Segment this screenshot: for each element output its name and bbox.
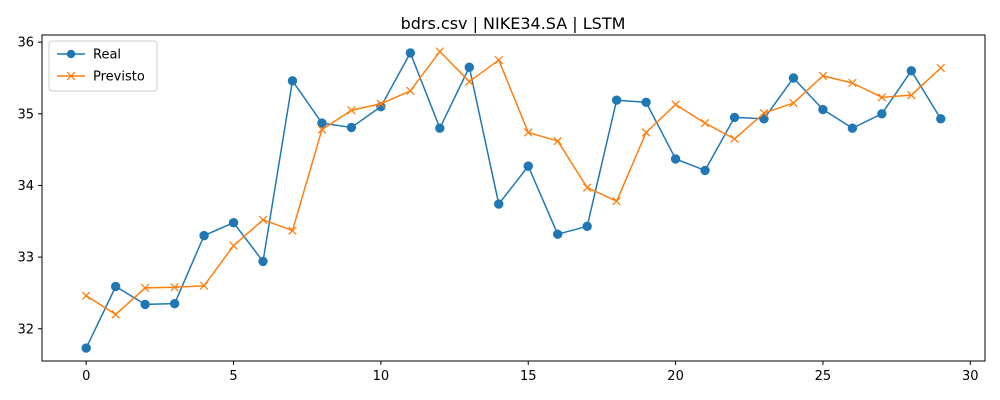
- data-point: [906, 66, 917, 76]
- data-point: [788, 73, 799, 83]
- y-tick-label: 33: [17, 251, 34, 266]
- axes-layer: 0 5 10 15 20 25 30 32 33 34 35 36: [17, 34, 986, 384]
- data-point: [376, 99, 386, 109]
- data-point: [641, 128, 651, 137]
- plot-frame: [41, 34, 986, 362]
- data-point: [81, 343, 91, 353]
- data-point: [641, 97, 651, 108]
- series-line-real: [85, 52, 942, 349]
- x-tick-label: 5: [229, 369, 237, 384]
- data-point: [553, 229, 563, 239]
- data-point: [494, 55, 504, 65]
- legend-marker: [66, 71, 76, 81]
- data-point: [789, 98, 798, 108]
- data-point: [582, 221, 592, 232]
- x-tick-label: 10: [373, 369, 390, 384]
- data-point: [111, 310, 120, 319]
- legend-item: Previsto: [57, 70, 145, 85]
- x-tick-label: 25: [815, 369, 832, 384]
- series-layer: [81, 47, 946, 353]
- data-point: [81, 291, 91, 301]
- data-point: [670, 154, 681, 164]
- data-point: [759, 108, 769, 118]
- y-tick-label: 35: [17, 107, 34, 122]
- data-point: [464, 62, 474, 72]
- data-point: [199, 230, 209, 241]
- data-point: [730, 134, 739, 144]
- data-point: [169, 298, 180, 309]
- legend-label: Previsto: [93, 70, 145, 85]
- legend-marker: [66, 49, 76, 59]
- x-tick-label: 30: [962, 369, 979, 384]
- data-point: [759, 114, 769, 124]
- y-tick-label: 32: [17, 322, 34, 337]
- data-point: [406, 86, 415, 96]
- data-point: [553, 136, 562, 146]
- chart-title: bdrs.csv | NIKE34.SA | LSTM: [401, 14, 626, 33]
- x-tick-label: 20: [667, 369, 684, 384]
- data-point: [199, 281, 209, 291]
- data-point: [258, 215, 268, 225]
- data-point: [140, 299, 150, 310]
- data-point: [347, 105, 356, 115]
- data-point: [936, 114, 946, 124]
- data-point: [700, 118, 710, 128]
- legend-item: Real: [57, 48, 121, 63]
- data-point: [582, 183, 592, 192]
- data-point: [170, 282, 179, 292]
- data-point: [729, 112, 740, 123]
- legend-label: Real: [93, 48, 121, 63]
- x-tick-label: 15: [520, 369, 537, 384]
- y-tick-label: 34: [17, 179, 34, 194]
- data-point: [494, 199, 504, 209]
- data-point: [229, 241, 238, 250]
- data-point: [523, 128, 533, 137]
- data-point: [346, 122, 357, 133]
- data-point: [847, 123, 858, 133]
- series-real: [81, 48, 946, 353]
- data-point: [877, 93, 887, 102]
- data-point: [611, 95, 622, 105]
- legend: Real Previsto: [48, 40, 158, 92]
- data-point: [288, 226, 297, 235]
- data-point: [612, 196, 621, 206]
- data-point: [523, 161, 533, 171]
- data-point: [287, 76, 298, 86]
- data-point: [140, 283, 150, 293]
- data-point: [907, 90, 916, 100]
- series-line-previsto: [85, 50, 942, 316]
- data-point: [700, 165, 710, 176]
- data-point: [877, 109, 887, 119]
- data-point: [258, 256, 268, 267]
- data-point: [671, 100, 680, 109]
- data-point: [228, 218, 239, 228]
- y-tick-label: 36: [17, 36, 34, 51]
- data-point: [317, 118, 327, 128]
- data-point: [110, 281, 121, 292]
- x-tick-label: 0: [82, 369, 90, 384]
- data-point: [435, 123, 445, 133]
- data-point: [818, 104, 828, 115]
- data-point: [465, 77, 474, 86]
- data-point: [435, 47, 445, 56]
- data-point: [936, 63, 946, 73]
- data-point: [317, 125, 327, 134]
- series-previsto: [81, 47, 946, 319]
- data-point: [848, 78, 857, 88]
- data-point: [818, 71, 828, 81]
- data-point: [405, 48, 416, 58]
